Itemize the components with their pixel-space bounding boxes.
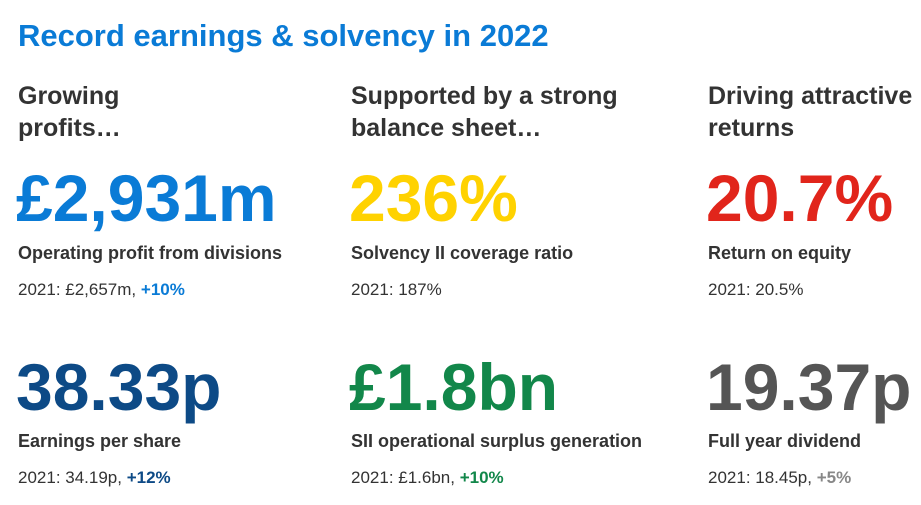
- prior-year-text: 2021: 20.5%: [708, 280, 804, 299]
- heading-line-2: balance sheet…: [351, 114, 542, 142]
- change-percent: +5%: [816, 468, 852, 487]
- operational-surplus-prior: 2021: £1.6bn, +10%: [351, 468, 504, 488]
- column-heading-returns: Driving attractive returns: [708, 80, 918, 144]
- eps-label: Earnings per share: [18, 431, 182, 451]
- dividend-prior: 2021: 18.45p, +5%: [708, 468, 851, 488]
- solvency-ratio-prior: 2021: 187%: [351, 280, 442, 300]
- return-on-equity-label: Return on equity: [708, 243, 851, 263]
- prior-year-text: 2021: 18.45p,: [708, 468, 812, 487]
- solvency-ratio-value: 236%: [349, 161, 518, 235]
- prior-year-text: 2021: £1.6bn,: [351, 468, 455, 487]
- dividend-value: 19.37p: [706, 350, 912, 424]
- heading-line-2: returns: [708, 114, 795, 142]
- operational-surplus-label: SII operational surplus generation: [351, 431, 643, 451]
- column-heading-profits: Growing profits…: [18, 80, 318, 144]
- eps-prior: 2021: 34.19p, +12%: [18, 468, 171, 488]
- operating-profit-prior: 2021: £2,657m, +10%: [18, 280, 185, 300]
- solvency-ratio-label: Solvency II coverage ratio: [351, 243, 574, 263]
- operating-profit-value: £2,931m: [16, 161, 277, 235]
- prior-year-text: 2021: 187%: [351, 280, 442, 299]
- dividend-label: Full year dividend: [708, 431, 862, 451]
- column-heading-balance-sheet: Supported by a strong balance sheet…: [351, 80, 651, 144]
- change-percent: +10%: [459, 468, 504, 487]
- return-on-equity-value: 20.7%: [706, 161, 894, 235]
- return-on-equity-prior: 2021: 20.5%: [708, 280, 803, 300]
- operational-surplus-value: £1.8bn: [349, 350, 559, 424]
- change-percent: +10%: [140, 280, 185, 299]
- prior-year-text: 2021: £2,657m,: [18, 280, 137, 299]
- change-percent: +12%: [126, 468, 171, 487]
- heading-line-2: profits…: [18, 114, 121, 142]
- eps-value: 38.33p: [16, 350, 222, 424]
- prior-year-text: 2021: 34.19p,: [18, 468, 122, 487]
- heading-line-1: Supported by a strong: [351, 82, 618, 110]
- heading-line-1: Growing: [18, 82, 120, 110]
- operating-profit-label: Operating profit from divisions: [18, 243, 283, 263]
- page-title: Record earnings & solvency in 2022: [18, 18, 549, 53]
- heading-line-1: Driving attractive: [708, 82, 913, 110]
